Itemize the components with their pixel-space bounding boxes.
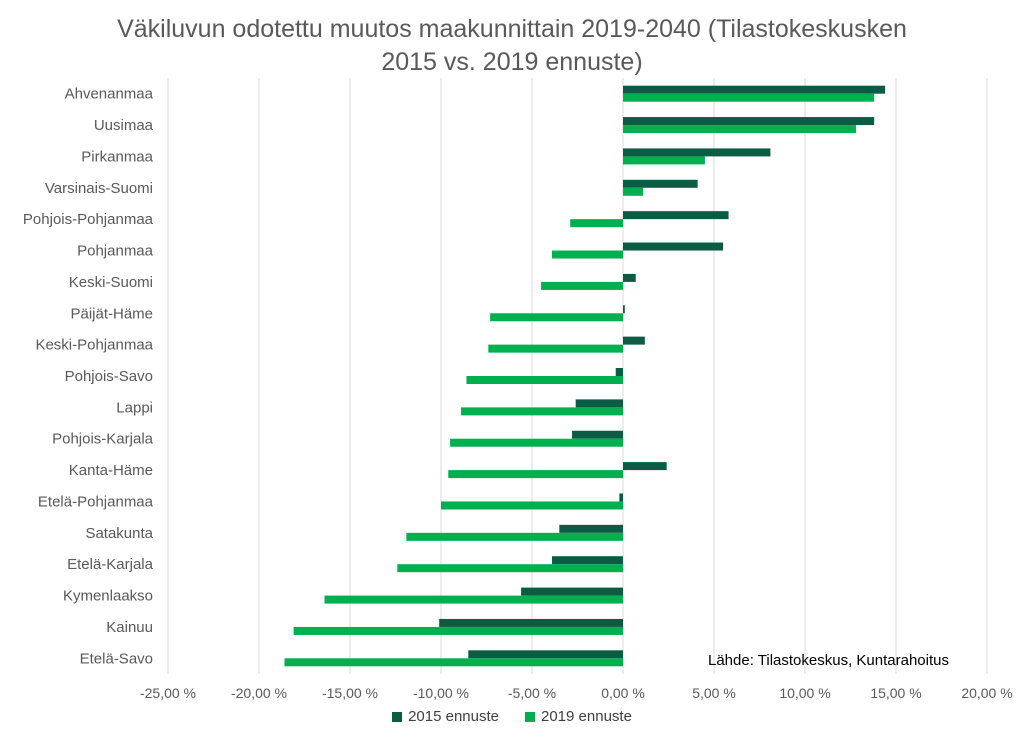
bar-2015	[572, 430, 623, 439]
bar-2015	[623, 242, 724, 251]
bar-2015	[623, 148, 771, 157]
x-tick-label: 0,00 %	[601, 685, 645, 701]
legend-item-2019: 2019 ennuste	[525, 708, 632, 725]
x-tick-label: 10,00 %	[779, 685, 830, 701]
bar-2019	[466, 376, 623, 384]
bar-2019	[541, 281, 623, 290]
category-label: Etelä-Savo	[80, 650, 153, 667]
bar-2015	[623, 85, 886, 94]
bar-2019	[490, 313, 623, 322]
category-label: Pohjanmaa	[77, 243, 154, 260]
x-tick-label: -20,00 %	[231, 685, 287, 701]
bar-2015	[623, 211, 729, 220]
bar-2019	[623, 125, 856, 134]
bar-2019	[623, 156, 705, 165]
category-label: Pohjois-Savo	[65, 368, 153, 385]
chart-title: Väkiluvun odotettu muutos maakunnittain …	[117, 15, 907, 43]
category-label: Keski-Pohjanmaa	[35, 337, 153, 354]
bar-2015	[468, 650, 623, 659]
bar-2015	[559, 524, 623, 533]
bar-2019	[623, 93, 875, 102]
category-label: Pohjois-Pohjanmaa	[23, 211, 154, 228]
bar-2019	[623, 187, 644, 196]
bar-2019	[441, 501, 623, 510]
legend-item-2015: 2015 ennuste	[392, 708, 499, 725]
bar-2019	[552, 250, 623, 259]
bar-2015	[615, 368, 623, 376]
x-tick-label: 20,00 %	[961, 685, 1012, 701]
x-tick-label: -25,00 %	[140, 685, 196, 701]
category-label: Uusimaa	[94, 117, 154, 134]
bar-2015	[575, 399, 623, 408]
legend-swatch-2015	[392, 711, 403, 722]
bar-2019	[397, 564, 623, 573]
bar-2015	[623, 305, 625, 314]
category-label: Kainuu	[106, 619, 153, 636]
bar-2019	[450, 438, 623, 447]
x-tick-label: -10,00 %	[413, 685, 469, 701]
x-tick-label: -15,00 %	[322, 685, 378, 701]
bar-2015	[623, 117, 875, 126]
bar-2015	[521, 587, 623, 596]
bar-2015	[552, 556, 623, 565]
legend-label-2015: 2015 ennuste	[408, 708, 499, 725]
category-label: Etelä-Pohjanmaa	[38, 493, 154, 510]
bar-2015	[623, 179, 698, 188]
category-label: Kanta-Häme	[69, 462, 153, 479]
legend: 2015 ennuste 2019 ennuste	[0, 708, 1024, 725]
category-label: Pohjois-Karjala	[52, 431, 154, 448]
legend-swatch-2019	[525, 711, 535, 722]
bar-2019	[570, 219, 623, 228]
bar-2015	[623, 462, 667, 471]
category-label: Keski-Suomi	[69, 274, 153, 291]
category-label: Päijät-Häme	[70, 305, 153, 322]
x-tick-label: 15,00 %	[870, 685, 921, 701]
x-tick-label: -5,00 %	[508, 685, 556, 701]
category-label: Lappi	[116, 399, 153, 416]
bar-2019	[293, 626, 623, 635]
bar-2019	[461, 407, 623, 416]
chart-title-line2: 2015 vs. 2019 ennuste)	[381, 48, 643, 76]
source-note: Lähde: Tilastokeskus, Kuntarahoitus	[708, 652, 949, 669]
category-label: Etelä-Karjala	[67, 556, 154, 573]
bar-2015	[439, 618, 623, 627]
bar-2019	[284, 658, 623, 667]
category-label: Ahvenanmaa	[65, 86, 154, 103]
bar-2019	[406, 532, 623, 541]
category-label: Kymenlaakso	[63, 588, 153, 605]
legend-label-2019: 2019 ennuste	[541, 708, 632, 725]
category-label: Pirkanmaa	[81, 148, 153, 165]
bar-2015	[619, 493, 623, 502]
category-label: Varsinais-Suomi	[45, 180, 153, 197]
bar-2019	[448, 470, 623, 479]
x-tick-label: 5,00 %	[692, 685, 736, 701]
bar-2015	[623, 273, 636, 282]
bar-2015	[623, 336, 645, 345]
bar-2019	[324, 595, 623, 604]
category-label: Satakunta	[85, 525, 153, 542]
bar-2019	[488, 344, 623, 353]
